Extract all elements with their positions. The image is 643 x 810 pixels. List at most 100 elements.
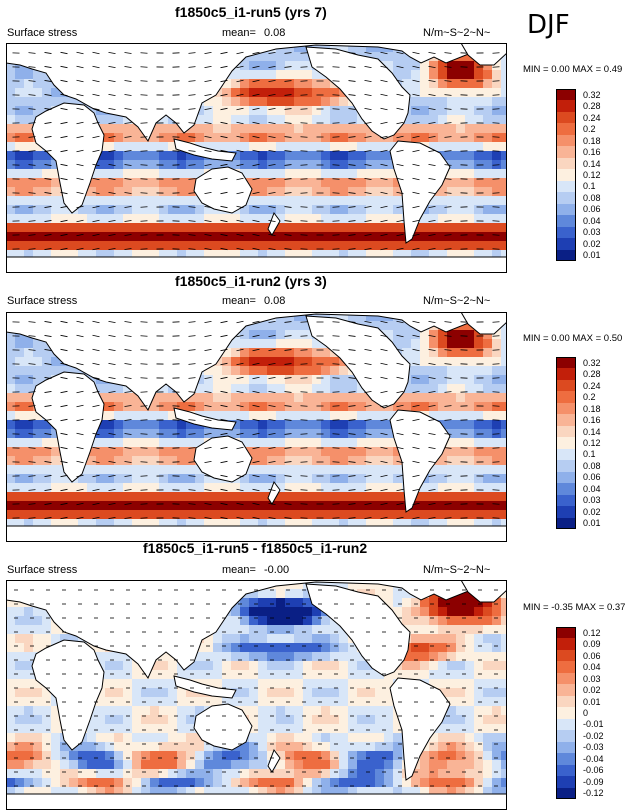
field-cell bbox=[204, 142, 214, 152]
field-cell bbox=[114, 670, 124, 680]
wind-vector bbox=[204, 164, 212, 166]
field-cell bbox=[60, 501, 70, 511]
field-cell bbox=[15, 178, 25, 188]
field-cell bbox=[141, 187, 151, 197]
field-cell bbox=[204, 124, 214, 134]
wind-vector bbox=[140, 94, 148, 96]
field-cell bbox=[105, 438, 115, 448]
field-cell bbox=[33, 348, 43, 358]
field-cell bbox=[213, 679, 223, 689]
field-cell bbox=[15, 519, 25, 529]
wind-vector bbox=[444, 164, 452, 166]
field-cell bbox=[267, 724, 277, 734]
field-cell bbox=[474, 652, 484, 662]
wind-vector bbox=[396, 163, 404, 167]
field-cell bbox=[429, 366, 439, 376]
field-cell bbox=[276, 88, 286, 98]
field-cell bbox=[330, 241, 340, 251]
field-cell bbox=[420, 661, 430, 671]
field-cell bbox=[105, 223, 115, 233]
wind-vector bbox=[492, 108, 500, 110]
field-cell bbox=[240, 679, 250, 689]
field-cell bbox=[15, 492, 25, 502]
field-cell bbox=[258, 142, 268, 152]
field-cell bbox=[51, 733, 61, 743]
field-cell bbox=[105, 447, 115, 457]
wind-vector bbox=[428, 419, 436, 421]
field-cell bbox=[357, 312, 367, 322]
field-cell bbox=[231, 616, 241, 626]
field-cell bbox=[15, 223, 25, 233]
field-cell bbox=[6, 679, 16, 689]
panel-3-units: N/m~S~2~N~ bbox=[423, 564, 491, 576]
wind-vector bbox=[76, 320, 84, 324]
field-cell bbox=[465, 643, 475, 653]
field-cell bbox=[267, 241, 277, 251]
field-cell bbox=[213, 643, 223, 653]
wind-vector bbox=[284, 206, 292, 208]
field-cell bbox=[258, 492, 268, 502]
field-cell bbox=[492, 97, 502, 107]
wind-vector bbox=[28, 136, 36, 138]
field-cell bbox=[258, 339, 268, 349]
field-cell bbox=[429, 393, 439, 403]
field-cell bbox=[24, 70, 34, 80]
field-cell bbox=[240, 330, 250, 340]
field-cell bbox=[6, 70, 16, 80]
wind-vector bbox=[428, 248, 436, 250]
field-cell bbox=[312, 465, 322, 475]
field-cell bbox=[474, 456, 484, 466]
field-cell bbox=[483, 214, 493, 224]
field-cell bbox=[150, 492, 160, 502]
field-cell bbox=[285, 97, 295, 107]
field-cell bbox=[24, 474, 34, 484]
field-cell bbox=[249, 447, 259, 457]
wind-vector bbox=[492, 377, 500, 379]
field-cell bbox=[375, 429, 385, 439]
field-cell bbox=[456, 151, 466, 161]
field-cell bbox=[429, 634, 439, 644]
field-cell bbox=[402, 393, 412, 403]
field-cell bbox=[195, 375, 205, 385]
wind-vector bbox=[28, 461, 36, 463]
field-cell bbox=[249, 214, 259, 224]
map-frame bbox=[6, 312, 507, 542]
field-cell bbox=[303, 474, 313, 484]
field-cell bbox=[447, 616, 457, 626]
colorbar-tick-label: 0.28 bbox=[583, 369, 601, 380]
wind-vector bbox=[252, 362, 260, 366]
field-cell bbox=[258, 160, 268, 170]
field-cell bbox=[87, 232, 97, 242]
field-cell bbox=[321, 366, 331, 376]
field-cell bbox=[501, 321, 507, 331]
field-cell bbox=[339, 97, 349, 107]
field-cell bbox=[222, 142, 232, 152]
field-cell bbox=[213, 142, 223, 152]
wind-vector bbox=[236, 404, 244, 408]
field-cell bbox=[330, 724, 340, 734]
wind-vector bbox=[204, 321, 212, 323]
land-antarctica bbox=[6, 256, 507, 273]
field-cell bbox=[51, 232, 61, 242]
field-cell bbox=[249, 115, 259, 125]
wind-vector bbox=[204, 335, 212, 337]
wind-vector bbox=[268, 79, 276, 83]
field-cell bbox=[42, 169, 52, 179]
field-cell bbox=[42, 733, 52, 743]
field-cell bbox=[168, 456, 178, 466]
wind-vector bbox=[364, 488, 372, 492]
field-cell bbox=[294, 312, 304, 322]
wind-vector bbox=[76, 348, 84, 352]
field-cell bbox=[96, 241, 106, 251]
field-cell bbox=[24, 634, 34, 644]
field-cell bbox=[375, 456, 385, 466]
field-cell bbox=[222, 393, 232, 403]
field-cell bbox=[240, 106, 250, 116]
map-frame bbox=[6, 43, 507, 273]
field-cell bbox=[357, 661, 367, 671]
wind-vector bbox=[252, 320, 260, 324]
field-cell bbox=[366, 250, 376, 260]
wind-vector bbox=[428, 178, 436, 180]
field-cell bbox=[465, 97, 475, 107]
field-cell bbox=[276, 241, 286, 251]
